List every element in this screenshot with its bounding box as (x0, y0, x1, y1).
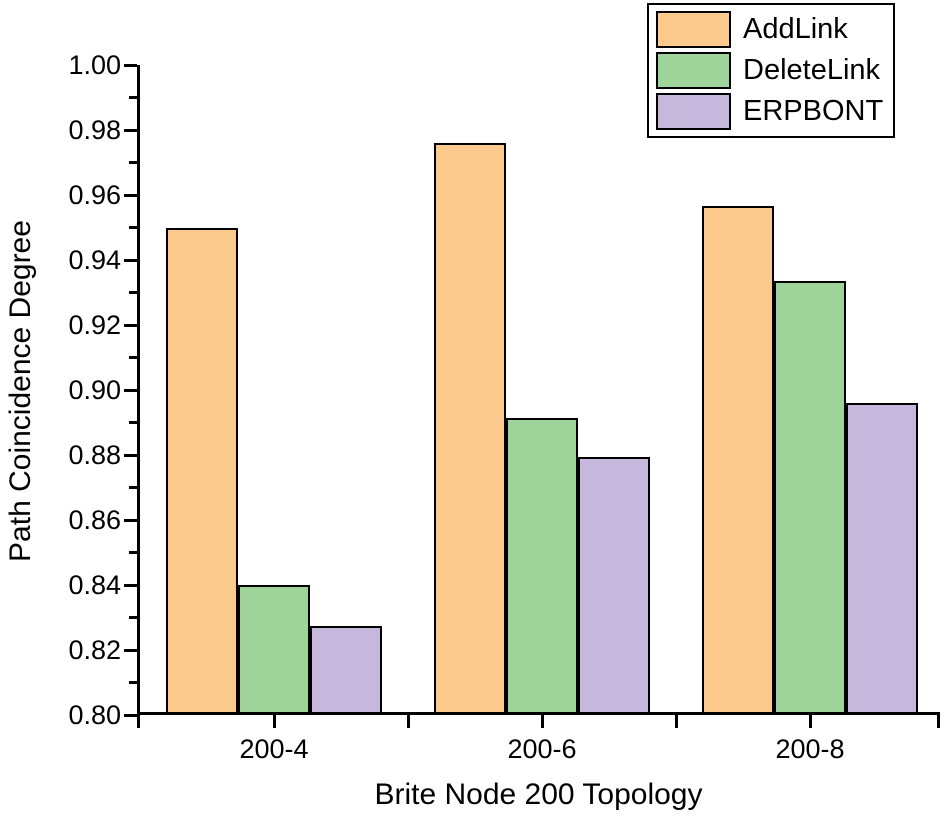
y-major-tick (124, 128, 137, 132)
y-tick-label: 0.98 (68, 115, 121, 145)
y-major-tick (124, 453, 137, 457)
y-tick-label: 0.84 (68, 570, 121, 600)
y-tick-label: 0.82 (68, 635, 121, 665)
y-major-tick (124, 648, 137, 652)
legend-item-deletelink: DeleteLink (656, 52, 883, 89)
y-minor-tick (129, 226, 137, 229)
x-major-tick (808, 714, 812, 728)
x-minor-tick (674, 714, 678, 728)
bar-erpbont-200-6 (578, 456, 650, 715)
y-tick-label: 0.86 (68, 505, 121, 535)
y-axis-line (137, 65, 140, 715)
plot-area: 0.80 0.82 0.84 0.86 0.88 0.90 0.92 0.94 0.96 0.98… (68, 51, 940, 764)
x-axis-title: Brite Node 200 Topology (374, 778, 703, 811)
bar-deletelink-200-6 (506, 417, 578, 715)
legend-item-addlink: AddLink (656, 11, 883, 48)
y-tick-label: 0.90 (68, 375, 121, 405)
y-major-tick (124, 713, 137, 717)
x-axis-end-tick (937, 714, 940, 728)
x-major-tick (540, 714, 544, 728)
legend-color-addlink (656, 11, 731, 48)
bar-addlink-200-8 (702, 206, 774, 715)
y-major-tick (124, 63, 137, 67)
y-minor-tick (129, 551, 137, 554)
y-minor-tick (129, 616, 137, 619)
y-minor-tick (129, 291, 137, 294)
y-minor-tick (129, 96, 137, 99)
legend-label: DeleteLink (743, 54, 881, 86)
bar-addlink-200-6 (434, 143, 506, 715)
y-tick-label: 1.00 (68, 50, 121, 80)
x-tick-label: 200-8 (775, 734, 845, 764)
x-axis-line (137, 712, 940, 715)
y-tick-label: 0.80 (68, 700, 121, 730)
y-major-tick (124, 388, 137, 392)
y-tick-label: 0.94 (68, 245, 121, 275)
bar-addlink-200-4 (166, 227, 238, 715)
legend-item-erpbont: ERPBONT (656, 93, 883, 130)
y-tick-label: 0.88 (68, 440, 121, 470)
y-minor-tick (129, 486, 137, 489)
bar-deletelink-200-8 (774, 281, 846, 715)
y-minor-tick (129, 421, 137, 424)
bar-erpbont-200-8 (846, 403, 918, 715)
x-axis-end-tick (137, 714, 140, 728)
y-minor-tick (129, 356, 137, 359)
bar-erpbont-200-4 (310, 625, 382, 715)
x-minor-tick (406, 714, 410, 728)
y-major-tick (124, 518, 137, 522)
y-major-tick (124, 583, 137, 587)
legend-label: AddLink (743, 13, 848, 45)
x-tick-label: 200-4 (239, 734, 309, 764)
bar-deletelink-200-4 (238, 585, 310, 715)
x-tick-label: 200-6 (507, 734, 577, 764)
legend-color-erpbont (656, 93, 731, 130)
y-tick-label: 0.96 (68, 180, 121, 210)
y-major-tick (124, 193, 137, 197)
y-axis-title: Path Coincidence Degree (4, 220, 37, 562)
legend-color-deletelink (656, 52, 731, 89)
y-major-tick (124, 323, 137, 327)
legend: AddLink DeleteLink ERPBONT (647, 3, 896, 138)
y-major-tick (124, 258, 137, 262)
legend-label: ERPBONT (743, 95, 884, 127)
x-major-tick (272, 714, 276, 728)
y-tick-label: 0.92 (68, 310, 121, 340)
y-minor-tick (129, 681, 137, 684)
y-minor-tick (129, 161, 137, 164)
